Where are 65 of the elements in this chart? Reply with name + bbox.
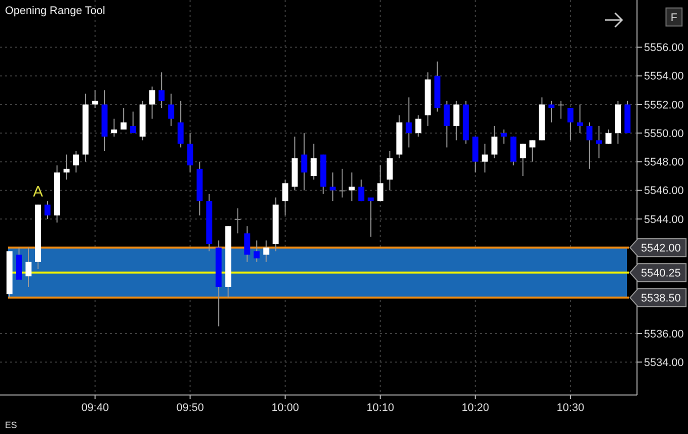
candlestick xyxy=(453,100,460,141)
candlestick xyxy=(586,122,592,170)
y-tick-label: 5546.00 xyxy=(644,185,684,198)
candlestick xyxy=(339,168,346,198)
y-tick-label: 5556.00 xyxy=(644,42,684,54)
y-tick-label: 5534.00 xyxy=(644,356,684,369)
candlestick xyxy=(64,154,70,180)
candlestick xyxy=(576,104,583,134)
candlestick xyxy=(567,108,574,141)
candlestick xyxy=(301,132,308,191)
candlestick xyxy=(263,240,270,262)
candlestick xyxy=(310,143,317,180)
candlestick xyxy=(178,100,184,148)
ref-line-label: 5540.25 xyxy=(641,267,681,280)
candlestick xyxy=(491,125,498,159)
candlestick xyxy=(254,240,260,262)
candlestick xyxy=(548,100,554,123)
candlestick xyxy=(377,164,384,202)
candlestick xyxy=(282,179,288,216)
candlestick xyxy=(605,129,612,144)
y-tick-label: 5536.00 xyxy=(644,328,684,340)
x-tick-label: 10:00 xyxy=(271,402,299,414)
candlestick xyxy=(529,140,536,162)
candlestick xyxy=(444,100,450,148)
x-tick-label: 09:50 xyxy=(176,402,204,414)
y-tick-label: 5550.00 xyxy=(644,128,684,140)
candlestick xyxy=(386,150,393,191)
candlestick xyxy=(368,197,374,238)
candlestick xyxy=(415,114,422,138)
x-tick-label: 09:40 xyxy=(81,402,109,414)
y-tick-label: 5554.00 xyxy=(644,70,684,83)
candlestick xyxy=(120,108,127,130)
annotation: A xyxy=(33,184,44,201)
text: ES xyxy=(5,420,18,430)
candlestick xyxy=(330,172,336,202)
candlestick xyxy=(348,172,355,202)
text: F xyxy=(670,12,678,24)
y-tick-label: 5552.00 xyxy=(644,99,684,112)
candlestick xyxy=(406,96,412,148)
candlestick xyxy=(596,125,602,159)
candlestick xyxy=(26,247,32,288)
candlestick xyxy=(158,72,165,109)
candlestick xyxy=(558,100,564,120)
ref-line-label: 5542.00 xyxy=(641,242,681,254)
candlestick xyxy=(168,93,174,126)
candlestick xyxy=(73,150,80,173)
y-tick-label: 5544.00 xyxy=(644,214,684,226)
candlestick xyxy=(130,111,136,134)
candlestick xyxy=(111,118,118,138)
candlestick xyxy=(358,179,364,202)
x-tick-label: 10:10 xyxy=(366,402,394,414)
chart-title: Opening Range Tool xyxy=(5,5,106,17)
y-tick-label: 5548.00 xyxy=(644,156,684,169)
candlestick xyxy=(520,143,526,177)
candlestick xyxy=(187,132,194,173)
candlestick xyxy=(149,86,156,120)
candlestick xyxy=(92,90,98,109)
candlestick xyxy=(44,200,51,220)
x-tick-label: 10:20 xyxy=(462,402,490,414)
x-tick-label: 10:30 xyxy=(556,402,584,414)
candlestick xyxy=(482,143,488,173)
candlestick xyxy=(244,226,250,262)
candlestick xyxy=(500,129,507,144)
candlestick xyxy=(234,208,241,234)
ref-line-label: 5538.50 xyxy=(641,292,681,305)
